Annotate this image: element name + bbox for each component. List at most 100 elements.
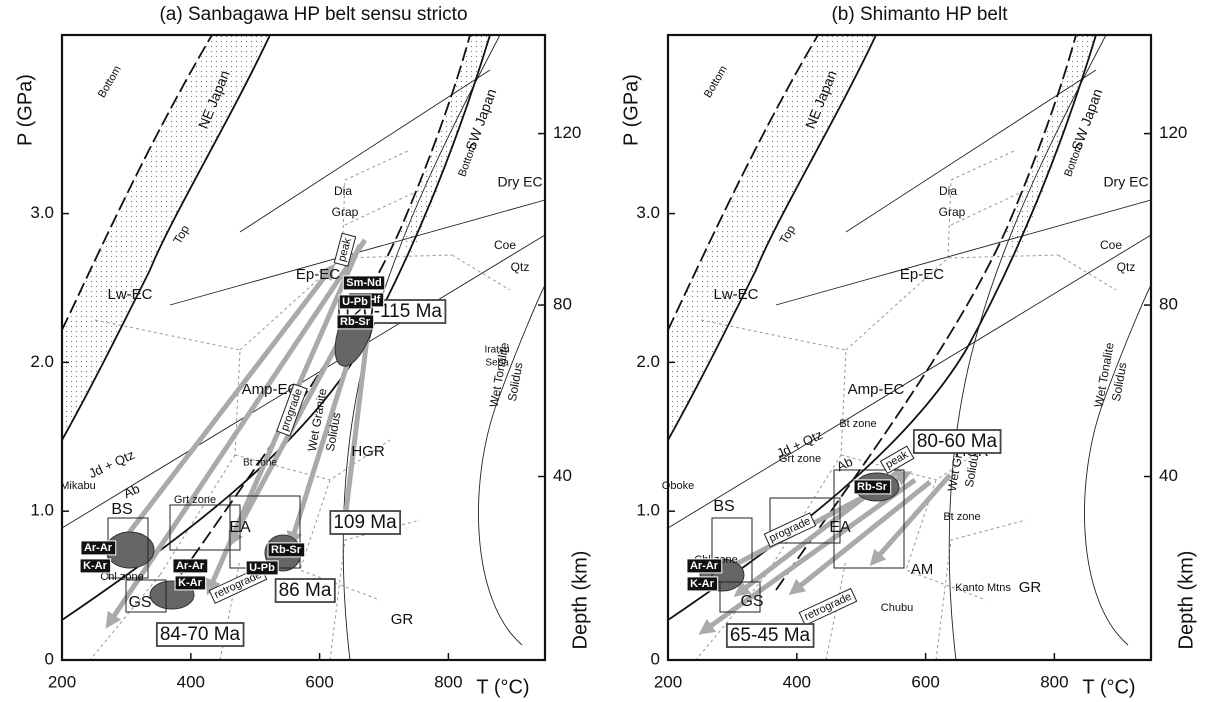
zone-boxes (711, 469, 905, 613)
annotation: Dia (334, 184, 352, 198)
annotation-text: Grap (939, 205, 966, 219)
annotation: Coe (1100, 238, 1122, 252)
annotation: Amp-EC (242, 381, 299, 398)
annotation: Ab (834, 454, 855, 474)
annotation-text: Chl zone (100, 571, 143, 583)
age-text: 80-60 Ma (917, 431, 998, 452)
method-text: Ar-Ar (690, 560, 719, 572)
x-tick-label: 600 (911, 672, 939, 691)
sw-bottom (775, 34, 1077, 591)
annotation-text: Ep-EC (900, 266, 944, 283)
y-tick-label: 3.0 (30, 203, 54, 222)
label-box (336, 314, 375, 330)
label-box (912, 429, 1002, 454)
y-axis-label: P (GPa) (14, 74, 36, 146)
y2-axis-label: Depth (km) (1175, 551, 1197, 650)
annotation-text: Coe (1100, 238, 1122, 252)
method-text: Rb-Sr (271, 544, 302, 556)
annotation-text: Dia (334, 184, 352, 198)
annotation: Jd + Qtz (86, 447, 137, 481)
y2-tick-label: 40 (553, 466, 572, 485)
annotation-text: GS (740, 593, 763, 610)
annotation-text: GR (391, 611, 414, 628)
plot-frame (60, 33, 547, 662)
annotation: Lw-EC (713, 286, 758, 303)
x-tick-label: 200 (48, 672, 76, 691)
annotation-text: Lw-EC (713, 286, 758, 303)
method-text: K-Ar (690, 578, 715, 590)
label-box (329, 510, 402, 535)
annotation-text: Solidus (323, 411, 344, 452)
label-box (245, 560, 279, 576)
ne-top (61, 34, 271, 441)
label-box (172, 558, 209, 574)
annotation: GS (128, 594, 151, 611)
y-tick-label: 2.0 (30, 352, 54, 371)
age-text: 109 Ma (333, 512, 397, 533)
age-text: 84-70 Ma (160, 624, 241, 645)
plot-frame (666, 33, 1153, 662)
annotation-text: Oboke (662, 480, 694, 492)
annotation: Grt zone (779, 453, 821, 465)
annotation: Oboke (662, 480, 694, 492)
annotation-text: EA (229, 519, 251, 536)
pt-path (105, 238, 368, 629)
annotation: Bt zone (243, 458, 277, 469)
annotation: Dry EC (1103, 174, 1148, 190)
annotation: Coe (494, 238, 516, 252)
annotation: EA (829, 519, 851, 536)
label-box (798, 587, 858, 626)
annotation-text: EA (829, 519, 851, 536)
method-text: K-Ar (178, 577, 203, 589)
x-tick-label: 600 (305, 672, 333, 691)
annotation: HGR (351, 443, 385, 460)
x-tick-label: 400 (783, 672, 811, 691)
x-axis-label: T (°C) (476, 676, 529, 698)
zone-boxes (107, 495, 301, 613)
label-box (853, 479, 892, 495)
method-tag: Rb-Sr (853, 479, 892, 495)
annotation-text: Solidus (505, 361, 526, 402)
annotation: Bt zone (943, 511, 980, 523)
wet-tonalite-solidus (478, 284, 546, 646)
y-tick-label: 0 (45, 649, 54, 668)
x-tick-label: 800 (1040, 672, 1068, 691)
label-box (686, 558, 723, 574)
annotation-text: Ab (121, 481, 142, 501)
annotation: Grt zone (174, 494, 216, 506)
annotation-text: Chubu (881, 602, 913, 614)
annotation: Solidus (323, 411, 344, 452)
age-label: 86 Ma (274, 578, 336, 603)
pt-path (110, 263, 335, 557)
annotation-text: Solidus (962, 447, 983, 488)
annotation: Bottom (96, 64, 124, 100)
label-box (174, 575, 207, 591)
annotation: Ep-EC (900, 266, 944, 283)
annotation: Iratsu (484, 345, 509, 356)
label-box (267, 542, 306, 558)
y-axis-label: P (GPa) (620, 74, 642, 146)
method-tag: U-Pb (245, 560, 279, 576)
method-text: Rb-Sr (857, 481, 888, 493)
age-label: 84-70 Ma (155, 622, 245, 647)
label-box (763, 512, 817, 548)
label-box (155, 622, 245, 647)
y-tick-label: 1.0 (30, 501, 54, 520)
annotation: Solidus (962, 447, 983, 488)
method-tag: Sm-Nd (342, 275, 386, 291)
annotation: Kanto Mtns (955, 582, 1011, 594)
annotation: Ep-EC (296, 266, 340, 283)
annotation-text: HGR (351, 443, 385, 460)
annotation-text: Grap (332, 205, 359, 219)
reaction-lines (667, 69, 1152, 529)
x-tick-label: 200 (654, 672, 682, 691)
label-box (342, 275, 386, 291)
ne-top (667, 34, 877, 441)
annotation-text: Coe (494, 238, 516, 252)
y2-tick-label: 120 (553, 123, 581, 142)
annotation: Qtz (1117, 260, 1136, 274)
annotation-text: Amp-EC (242, 381, 299, 398)
method-tag: K-Ar (686, 576, 719, 592)
annotation: Bottom (702, 64, 730, 100)
